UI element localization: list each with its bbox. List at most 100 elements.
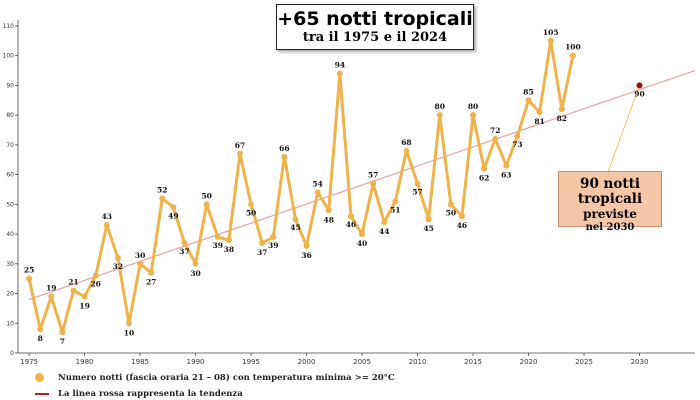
- data-point: [569, 52, 576, 59]
- data-point: [270, 234, 277, 241]
- data-point: [48, 293, 55, 300]
- x-tick-label: 2030: [631, 358, 649, 366]
- data-label: 30: [190, 269, 200, 278]
- data-point: [103, 222, 110, 229]
- legend-series-label: Numero notti (fascia oraria 21 – 08) con…: [58, 373, 395, 383]
- data-point: [314, 189, 321, 196]
- y-tick-label: 80: [6, 112, 14, 119]
- data-point: [292, 216, 299, 223]
- data-point: [281, 153, 288, 160]
- data-point: [159, 195, 166, 202]
- chart-title: +65 notti tropicali: [277, 8, 473, 30]
- data-label: 21: [68, 278, 78, 287]
- data-point: [214, 234, 221, 241]
- series-line: [27, 39, 575, 334]
- prediction-label: 90: [634, 89, 644, 98]
- data-point: [558, 106, 565, 113]
- data-label: 62: [479, 174, 489, 183]
- data-label: 85: [523, 87, 533, 96]
- data-point: [481, 165, 488, 172]
- prediction-group: 90: [607, 82, 645, 173]
- data-label: 25: [24, 266, 34, 275]
- x-tick-label: 2010: [409, 358, 427, 366]
- legend-line-icon: [35, 393, 49, 395]
- data-label: 19: [79, 302, 89, 311]
- data-point: [203, 201, 210, 208]
- data-point: [125, 320, 132, 327]
- data-point: [403, 147, 410, 154]
- data-point: [248, 201, 255, 208]
- legend-dot-icon: [35, 373, 44, 382]
- data-label: 8: [38, 334, 43, 343]
- data-point: [414, 180, 421, 187]
- data-label: 80: [468, 102, 478, 111]
- data-label: 37: [257, 248, 267, 257]
- data-label: 48: [324, 215, 334, 224]
- data-label: 50: [246, 208, 256, 217]
- data-point: [92, 272, 99, 279]
- data-label: 45: [423, 224, 433, 233]
- data-label: 50: [446, 208, 456, 217]
- data-label: 26: [90, 280, 100, 289]
- data-label: 46: [457, 221, 467, 230]
- y-tick-label: 0: [10, 350, 14, 357]
- y-tick-label: 20: [6, 291, 14, 298]
- y-tick-label: 10: [6, 320, 14, 327]
- data-label: 45: [290, 223, 300, 232]
- series-group: [26, 37, 576, 336]
- x-tick-label: 1990: [187, 358, 205, 366]
- data-label: 51: [390, 205, 400, 214]
- data-point: [447, 201, 454, 208]
- data-point: [503, 162, 510, 169]
- data-label: 37: [179, 247, 189, 256]
- data-label: 27: [146, 278, 156, 287]
- data-label: 7: [60, 337, 65, 346]
- data-point: [37, 326, 44, 333]
- data-point: [325, 207, 332, 214]
- data-point: [303, 242, 310, 249]
- data-label: 44: [379, 227, 389, 236]
- prediction-box: 90 notti tropicali previste nel 2030: [558, 171, 662, 233]
- y-tick-label: 60: [6, 172, 14, 179]
- y-tick-label: 110: [3, 23, 15, 30]
- data-label: 36: [301, 251, 311, 260]
- data-point: [148, 269, 155, 276]
- data-label: 52: [157, 185, 167, 194]
- prediction-connector: [607, 85, 640, 173]
- data-point: [547, 37, 554, 44]
- data-point: [458, 213, 465, 220]
- chart-subtitle: tra il 1975 e il 2024: [302, 30, 448, 45]
- data-point: [259, 239, 266, 246]
- data-label: 81: [534, 117, 544, 126]
- x-tick-label: 1980: [76, 358, 94, 366]
- prediction-line2: tropicali previste: [559, 192, 661, 222]
- data-point: [514, 132, 521, 139]
- data-point: [192, 260, 199, 267]
- data-label: 46: [346, 220, 356, 229]
- y-tick-label: 100: [3, 53, 15, 60]
- data-point: [181, 239, 188, 246]
- data-label: 63: [501, 171, 511, 180]
- data-point: [470, 112, 477, 119]
- data-point: [336, 70, 343, 77]
- data-point: [26, 275, 33, 282]
- y-tick-label: 70: [6, 142, 14, 149]
- x-tick-label: 2005: [353, 358, 371, 366]
- prediction-line2a: tropicali: [577, 191, 643, 207]
- prediction-line1: 90 notti: [580, 176, 640, 192]
- data-point: [347, 213, 354, 220]
- title-box: +65 notti tropicali tra il 1975 e il 202…: [276, 4, 474, 50]
- x-tick-label: 2020: [520, 358, 538, 366]
- data-label: 54: [312, 179, 322, 188]
- x-tick-label: 2000: [298, 358, 316, 366]
- data-label: 50: [201, 191, 211, 200]
- y-tick-label: 90: [6, 82, 14, 89]
- data-label: 43: [102, 212, 112, 221]
- data-point: [425, 216, 432, 223]
- data-point: [359, 231, 366, 238]
- data-label: 39: [268, 241, 278, 250]
- data-point: [225, 237, 232, 244]
- y-tick-label: 50: [6, 201, 14, 208]
